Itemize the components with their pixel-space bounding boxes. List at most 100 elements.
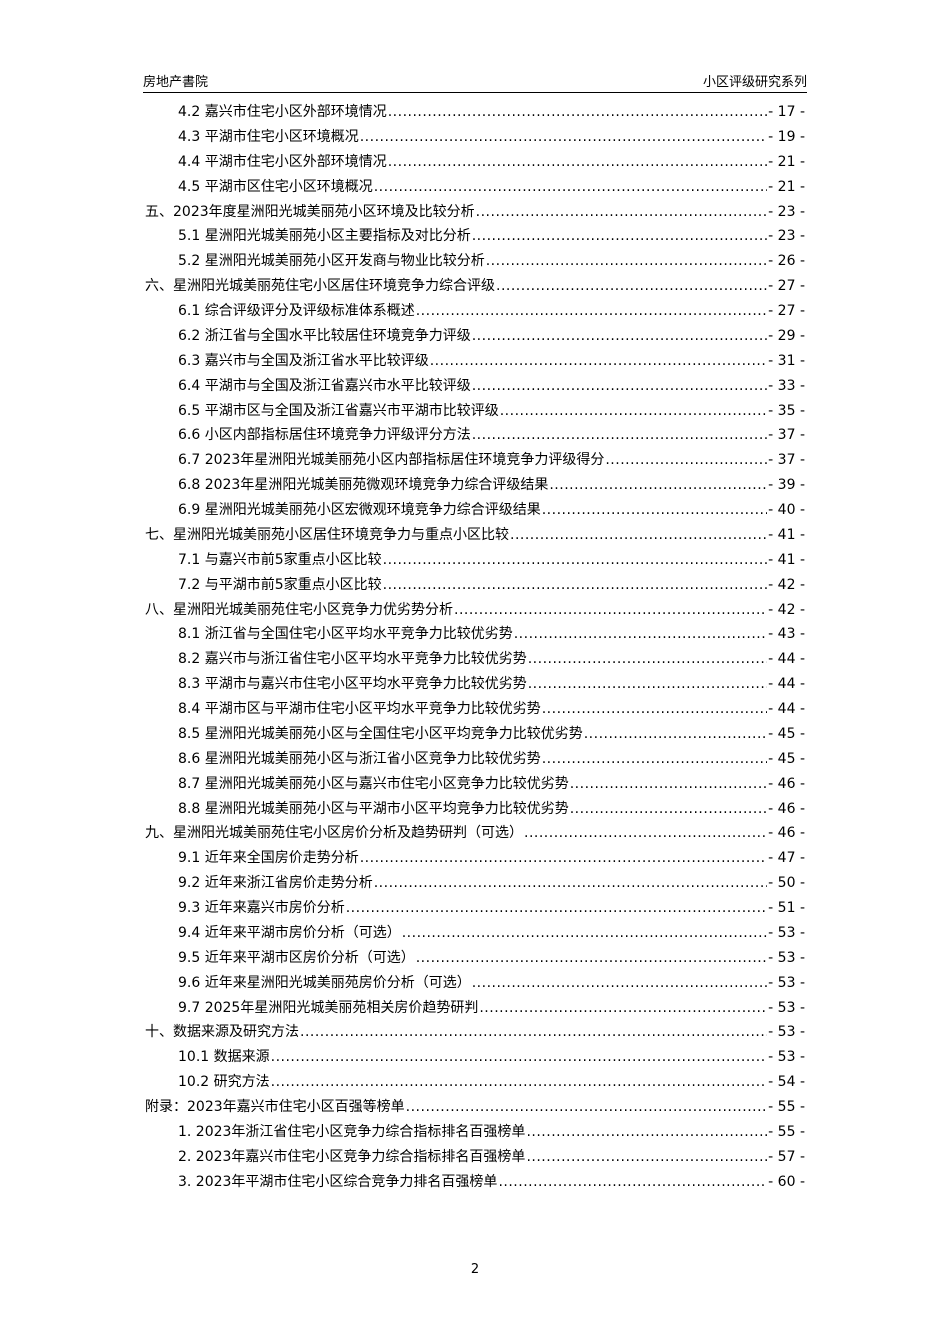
dot-leader bbox=[454, 598, 767, 623]
toc-entry[interactable]: 10.1 数据来源 - 53 - bbox=[145, 1045, 805, 1070]
toc-entry-title: 1. 2023年浙江省住宅小区竞争力综合指标排名百强榜单 bbox=[178, 1123, 526, 1140]
toc-entry[interactable]: 6.4 平湖市与全国及浙江省嘉兴市水平比较评级 - 33 - bbox=[145, 374, 805, 399]
dot-leader bbox=[416, 946, 767, 971]
toc-entry[interactable]: 7.2 与平湖市前5家重点小区比较 - 42 - bbox=[145, 573, 805, 598]
toc-entry-page: - 42 - bbox=[768, 576, 805, 593]
toc-entry-page: - 53 - bbox=[768, 1024, 805, 1041]
dot-leader bbox=[570, 772, 767, 797]
toc-entry-title: 6.6 小区内部指标居住环境竞争力评级评分方法 bbox=[178, 427, 471, 444]
toc-entry[interactable]: 6.2 浙江省与全国水平比较居住环境竞争力评级 - 29 - bbox=[145, 324, 805, 349]
toc-entry-title: 8.6 星洲阳光城美丽苑小区与浙江省小区竞争力比较优劣势 bbox=[178, 750, 541, 767]
toc-entry[interactable]: 附录：2023年嘉兴市住宅小区百强等榜单 - 55 - bbox=[145, 1095, 805, 1120]
toc-entry-page: - 47 - bbox=[768, 850, 805, 867]
table-of-contents: 4.2 嘉兴市住宅小区外部环境情况 - 17 - 4.3 平湖市住宅小区环境概况 - … bbox=[145, 100, 805, 1195]
toc-entry[interactable]: 4.5 平湖市区住宅小区环境概况 - 21 - bbox=[145, 175, 805, 200]
toc-entry[interactable]: 3. 2023年平湖市住宅小区综合竞争力排名百强榜单 - 60 - bbox=[145, 1170, 805, 1195]
toc-entry[interactable]: 6.7 2023年星洲阳光城美丽苑小区内部指标居住环境竞争力评级得分 - 37 - bbox=[145, 448, 805, 473]
toc-entry[interactable]: 9.4 近年来平湖市房价分析（可选） - 53 - bbox=[145, 921, 805, 946]
toc-entry[interactable]: 6.9 星洲阳光城美丽苑小区宏微观环境竞争力综合评级结果 - 40 - bbox=[145, 498, 805, 523]
toc-entry[interactable]: 9.7 2025年星洲阳光城美丽苑相关房价趋势研判 - 53 - bbox=[145, 996, 805, 1021]
toc-entry-page: - 43 - bbox=[768, 626, 805, 643]
dot-leader bbox=[528, 647, 767, 672]
toc-entry-title: 8.3 平湖市与嘉兴市住宅小区平均水平竞争力比较优劣势 bbox=[178, 676, 527, 693]
dot-leader bbox=[542, 498, 767, 523]
toc-entry[interactable]: 7.1 与嘉兴市前5家重点小区比较 - 41 - bbox=[145, 548, 805, 573]
toc-entry[interactable]: 七、星洲阳光城美丽苑小区居住环境竞争力与重点小区比较 - 41 - bbox=[145, 523, 805, 548]
toc-entry-title: 10.1 数据来源 bbox=[178, 1049, 270, 1066]
toc-entry-page: - 41 - bbox=[768, 526, 805, 543]
toc-entry[interactable]: 9.5 近年来平湖市区房价分析（可选） - 53 - bbox=[145, 946, 805, 971]
dot-leader bbox=[388, 100, 767, 125]
toc-entry-page: - 55 - bbox=[768, 1099, 805, 1115]
toc-entry-page: - 45 - bbox=[768, 750, 805, 767]
dot-leader bbox=[526, 1145, 767, 1170]
toc-entry[interactable]: 十、数据来源及研究方法 - 53 - bbox=[145, 1020, 805, 1045]
toc-entry-page: - 53 - bbox=[768, 999, 805, 1016]
toc-entry[interactable]: 8.8 星洲阳光城美丽苑小区与平湖市小区平均竞争力比较优劣势 - 46 - bbox=[145, 797, 805, 822]
dot-leader bbox=[549, 473, 767, 498]
toc-entry-title: 9.6 近年来星洲阳光城美丽苑房价分析（可选） bbox=[178, 974, 471, 991]
dot-leader bbox=[528, 672, 767, 697]
toc-entry-page: - 29 - bbox=[768, 327, 805, 344]
toc-entry[interactable]: 4.4 平湖市住宅小区外部环境情况 - 21 - bbox=[145, 150, 805, 175]
toc-entry-title: 附录：2023年嘉兴市住宅小区百强等榜单 bbox=[145, 1099, 405, 1115]
toc-entry[interactable]: 8.4 平湖市区与平湖市住宅小区平均水平竞争力比较优劣势 - 44 - bbox=[145, 697, 805, 722]
toc-entry-title: 九、星洲阳光城美丽苑住宅小区房价分析及趋势研判（可选） bbox=[145, 825, 523, 842]
toc-entry[interactable]: 8.7 星洲阳光城美丽苑小区与嘉兴市住宅小区竞争力比较优劣势 - 46 - bbox=[145, 772, 805, 797]
toc-entry[interactable]: 6.8 2023年星洲阳光城美丽苑微观环境竞争力综合评级结果 - 39 - bbox=[145, 473, 805, 498]
toc-entry-page: - 45 - bbox=[768, 725, 805, 742]
toc-entry[interactable]: 5.1 星洲阳光城美丽苑小区主要指标及对比分析 - 23 - bbox=[145, 224, 805, 249]
dot-leader bbox=[498, 1170, 767, 1195]
toc-entry[interactable]: 10.2 研究方法 - 54 - bbox=[145, 1070, 805, 1095]
toc-entry-page: - 42 - bbox=[768, 601, 805, 618]
toc-entry[interactable]: 9.6 近年来星洲阳光城美丽苑房价分析（可选） - 53 - bbox=[145, 971, 805, 996]
toc-entry[interactable]: 2. 2023年嘉兴市住宅小区竞争力综合指标排名百强榜单 - 57 - bbox=[145, 1145, 805, 1170]
dot-leader bbox=[402, 921, 767, 946]
toc-entry[interactable]: 4.2 嘉兴市住宅小区外部环境情况 - 17 - bbox=[145, 100, 805, 125]
toc-entry[interactable]: 六、星洲阳光城美丽苑住宅小区居住环境竞争力综合评级 - 27 - bbox=[145, 274, 805, 299]
dot-leader bbox=[416, 299, 767, 324]
toc-entry[interactable]: 8.5 星洲阳光城美丽苑小区与全国住宅小区平均竞争力比较优劣势 - 45 - bbox=[145, 722, 805, 747]
dot-leader bbox=[479, 996, 767, 1021]
dot-leader bbox=[496, 274, 767, 299]
toc-entry[interactable]: 9.3 近年来嘉兴市房价分析 - 51 - bbox=[145, 896, 805, 921]
toc-entry[interactable]: 8.3 平湖市与嘉兴市住宅小区平均水平竞争力比较优劣势 - 44 - bbox=[145, 672, 805, 697]
toc-entry[interactable]: 6.6 小区内部指标居住环境竞争力评级评分方法 - 37 - bbox=[145, 423, 805, 448]
toc-entry[interactable]: 8.2 嘉兴市与浙江省住宅小区平均水平竞争力比较优劣势 - 44 - bbox=[145, 647, 805, 672]
toc-entry-title: 八、星洲阳光城美丽苑住宅小区竞争力优劣势分析 bbox=[145, 601, 453, 618]
dot-leader bbox=[514, 622, 767, 647]
toc-entry[interactable]: 8.1 浙江省与全国住宅小区平均水平竞争力比较优劣势 - 43 - bbox=[145, 622, 805, 647]
toc-entry-title: 7.2 与平湖市前5家重点小区比较 bbox=[178, 576, 382, 593]
toc-entry[interactable]: 5.2 星洲阳光城美丽苑小区开发商与物业比较分析 - 26 - bbox=[145, 249, 805, 274]
toc-entry-title: 9.2 近年来浙江省房价走势分析 bbox=[178, 875, 373, 892]
dot-leader bbox=[374, 175, 767, 200]
toc-entry[interactable]: 6.3 嘉兴市与全国及浙江省水平比较评级 - 31 - bbox=[145, 349, 805, 374]
toc-entry[interactable]: 九、星洲阳光城美丽苑住宅小区房价分析及趋势研判（可选） - 46 - bbox=[145, 821, 805, 846]
toc-entry-page: - 31 - bbox=[768, 352, 805, 369]
dot-leader bbox=[271, 1070, 768, 1095]
toc-entry[interactable]: 4.3 平湖市住宅小区环境概况 - 19 - bbox=[145, 125, 805, 150]
toc-entry[interactable]: 五、2023年度星洲阳光城美丽苑小区环境及比较分析 - 23 - bbox=[145, 200, 805, 225]
dot-leader bbox=[486, 249, 767, 274]
toc-entry-title: 6.5 平湖市区与全国及浙江省嘉兴市平湖市比较评级 bbox=[178, 402, 499, 419]
toc-entry-page: - 54 - bbox=[768, 1074, 805, 1091]
toc-entry-title: 9.4 近年来平湖市房价分析（可选） bbox=[178, 924, 401, 941]
toc-entry-title: 4.3 平湖市住宅小区环境概况 bbox=[178, 128, 359, 145]
toc-entry-page: - 39 - bbox=[768, 477, 805, 494]
toc-entry[interactable]: 6.1 综合评级评分及评级标准体系概述 - 27 - bbox=[145, 299, 805, 324]
toc-entry-title: 6.8 2023年星洲阳光城美丽苑微观环境竞争力综合评级结果 bbox=[178, 477, 549, 494]
toc-entry[interactable]: 八、星洲阳光城美丽苑住宅小区竞争力优劣势分析 - 42 - bbox=[145, 598, 805, 623]
toc-entry-title: 6.9 星洲阳光城美丽苑小区宏微观环境竞争力综合评级结果 bbox=[178, 502, 541, 518]
toc-entry-title: 8.4 平湖市区与平湖市住宅小区平均水平竞争力比较优劣势 bbox=[178, 701, 541, 717]
toc-entry-page: - 35 - bbox=[768, 402, 805, 419]
toc-entry[interactable]: 6.5 平湖市区与全国及浙江省嘉兴市平湖市比较评级 - 35 - bbox=[145, 399, 805, 424]
toc-entry-title: 4.4 平湖市住宅小区外部环境情况 bbox=[178, 153, 387, 170]
toc-entry-title: 6.4 平湖市与全国及浙江省嘉兴市水平比较评级 bbox=[178, 377, 471, 394]
toc-entry[interactable]: 8.6 星洲阳光城美丽苑小区与浙江省小区竞争力比较优劣势 - 45 - bbox=[145, 747, 805, 772]
toc-entry-page: - 44 - bbox=[768, 651, 805, 668]
toc-entry[interactable]: 9.2 近年来浙江省房价走势分析 - 50 - bbox=[145, 871, 805, 896]
toc-entry-page: - 53 - bbox=[768, 974, 805, 991]
toc-entry-title: 6.3 嘉兴市与全国及浙江省水平比较评级 bbox=[178, 352, 429, 369]
toc-entry[interactable]: 1. 2023年浙江省住宅小区竞争力综合指标排名百强榜单 - 55 - bbox=[145, 1120, 805, 1145]
toc-entry[interactable]: 9.1 近年来全国房价走势分析 - 47 - bbox=[145, 846, 805, 871]
